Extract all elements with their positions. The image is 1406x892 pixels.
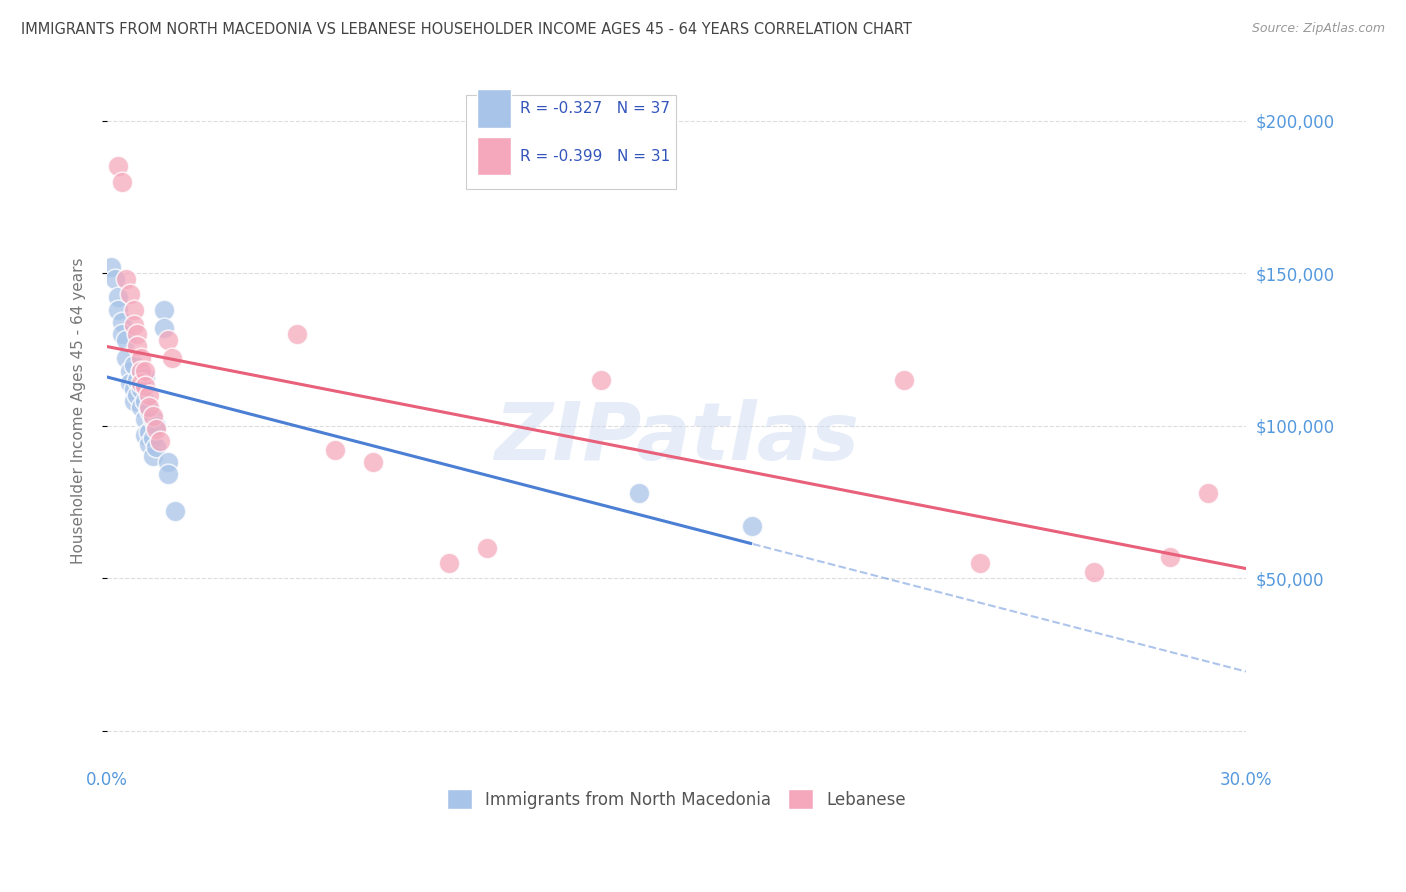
Text: IMMIGRANTS FROM NORTH MACEDONIA VS LEBANESE HOUSEHOLDER INCOME AGES 45 - 64 YEAR: IMMIGRANTS FROM NORTH MACEDONIA VS LEBAN… [21, 22, 912, 37]
Point [129, 382, 152, 396]
Point [138, 437, 160, 451]
Text: R = -0.399   N = 31: R = -0.399 N = 31 [520, 149, 671, 163]
Point [134, 379, 156, 393]
Point [134, 394, 156, 409]
Point [893, 373, 915, 387]
Point [138, 401, 160, 415]
Point [153, 302, 176, 317]
Point [156, 467, 179, 482]
Point [118, 376, 141, 390]
Point [129, 401, 152, 415]
Point [142, 431, 165, 445]
Y-axis label: Householder Income Ages 45 - 64 years: Householder Income Ages 45 - 64 years [72, 257, 86, 564]
Point [118, 287, 141, 301]
Text: Source: ZipAtlas.com: Source: ZipAtlas.com [1251, 22, 1385, 36]
Point [149, 434, 172, 448]
Point [118, 364, 141, 378]
Point [122, 358, 145, 372]
Point [165, 504, 187, 518]
Point [122, 394, 145, 409]
Point [145, 440, 167, 454]
Point [122, 318, 145, 332]
Point [323, 442, 346, 457]
FancyBboxPatch shape [465, 95, 676, 189]
Point [104, 272, 127, 286]
Point [107, 159, 129, 173]
Point [1159, 549, 1181, 564]
Text: ZIPatlas: ZIPatlas [494, 400, 859, 477]
Point [156, 333, 179, 347]
Point [1197, 485, 1219, 500]
Point [127, 327, 149, 342]
Point [145, 418, 167, 433]
Bar [477, 89, 512, 128]
Point [285, 327, 308, 342]
Point [127, 373, 149, 387]
Point [107, 291, 129, 305]
Point [1083, 565, 1105, 579]
Point [134, 364, 156, 378]
Point [156, 455, 179, 469]
Point [153, 321, 176, 335]
Point [134, 412, 156, 426]
Point [122, 382, 145, 396]
Point [589, 373, 612, 387]
Point [145, 422, 167, 436]
Point [115, 333, 138, 347]
Point [361, 455, 384, 469]
Point [111, 327, 134, 342]
Point [160, 351, 183, 366]
Text: R = -0.327   N = 37: R = -0.327 N = 37 [520, 101, 671, 116]
Point [115, 272, 138, 286]
Point [142, 449, 165, 463]
Bar [477, 136, 512, 176]
Point [129, 364, 152, 378]
Point [122, 302, 145, 317]
Legend: Immigrants from North Macedonia, Lebanese: Immigrants from North Macedonia, Lebanes… [440, 782, 912, 816]
Point [129, 376, 152, 390]
Point [107, 302, 129, 317]
Point [111, 175, 134, 189]
Point [475, 541, 498, 555]
Point [142, 409, 165, 424]
Point [142, 412, 165, 426]
Point [969, 556, 991, 570]
Point [129, 364, 152, 378]
Point [134, 369, 156, 384]
Point [627, 485, 650, 500]
Point [138, 403, 160, 417]
Point [134, 427, 156, 442]
Point [437, 556, 460, 570]
Point [138, 425, 160, 439]
Point [138, 388, 160, 402]
Point [100, 260, 122, 274]
Point [127, 388, 149, 402]
Point [111, 315, 134, 329]
Point [129, 351, 152, 366]
Point [741, 519, 763, 533]
Point [115, 351, 138, 366]
Point [127, 339, 149, 353]
